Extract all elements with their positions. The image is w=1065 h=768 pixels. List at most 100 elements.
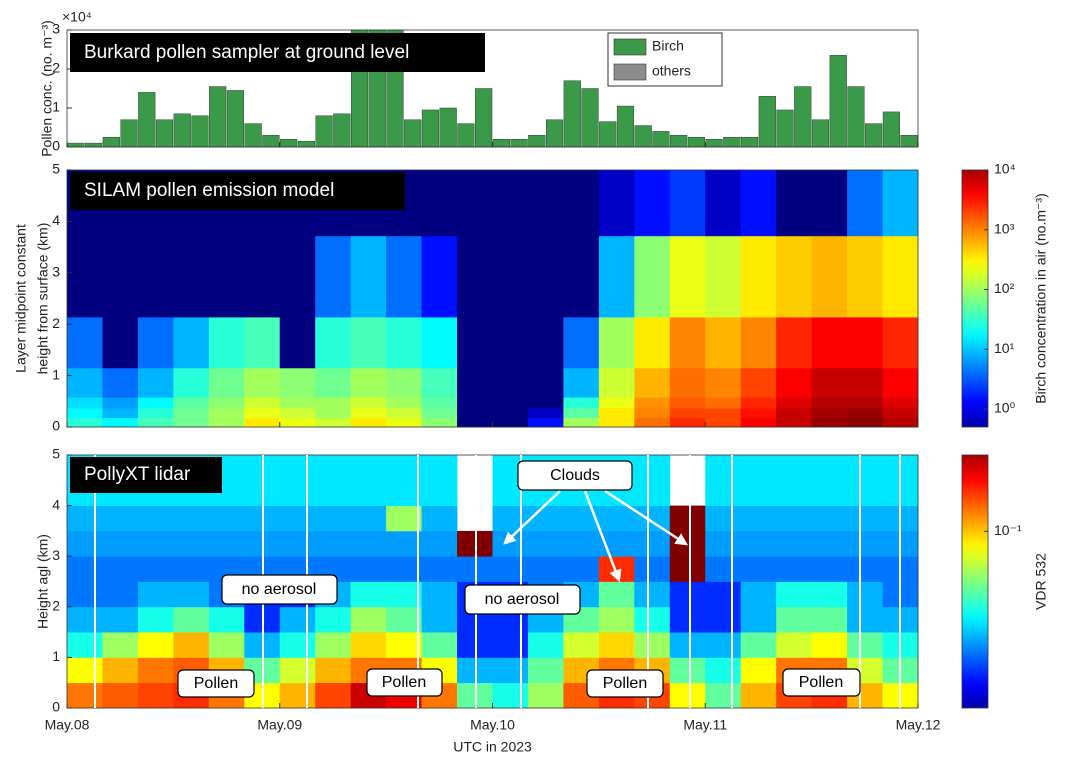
heatmap-cell [705,417,742,428]
heatmap-cell [350,480,387,506]
heatmap-cell [137,367,174,398]
heatmap-cell [102,417,139,428]
heatmap-cell [315,505,352,532]
heatmap-cell [811,417,848,428]
heatmap-cell [137,407,174,419]
heatmap-cell [137,530,174,557]
heatmap-cell [811,397,848,409]
heatmap-cell [492,657,529,684]
heatmap-cell [634,367,671,398]
heatmap-cell [421,317,458,369]
y-axis-label: height from surface (km) [35,223,51,375]
bar [510,138,528,148]
heatmap-cell [492,682,529,709]
heatmap-cell [527,397,564,409]
heatmap-cell [350,556,387,582]
bar [315,115,333,148]
heatmap-cell [350,407,387,419]
y-tick-label: 3 [52,264,60,280]
heatmap-cell [315,632,352,658]
heatmap-cell [137,632,174,658]
heatmap-cell [279,317,316,369]
heatmap-cell [386,417,422,428]
heatmap-cell [563,530,600,557]
heatmap-cell [350,505,387,532]
bar [581,88,599,148]
heatmap-cell [634,397,671,409]
heatmap-cell [634,170,671,237]
heatmap-cell [705,530,742,557]
heatmap-cell [705,407,742,419]
legend-swatch [613,63,647,81]
heatmap-cell [492,417,529,428]
heatmap-cell [279,417,316,428]
heatmap-cell [315,530,352,557]
bar [687,137,705,148]
heatmap-cell [315,606,352,633]
title-box [70,457,222,493]
heatmap-cell [315,480,352,506]
heatmap-cell [740,530,777,557]
heatmap-cell [208,235,245,318]
bar [882,111,900,148]
heatmap-cell [705,480,742,506]
annotation: Pollen [382,674,426,691]
heatmap-cell [244,397,281,409]
heatmap-cell [492,556,529,582]
heatmap-cell [173,317,210,369]
heatmap-cell [421,417,458,428]
legend-swatch [613,38,647,56]
heatmap-cell [421,530,458,557]
heatmap-cell [740,397,777,409]
y-tick-label: 3 [52,21,60,37]
heatmap-cell [421,581,458,608]
heatmap-cell [740,170,777,237]
heatmap-cell [208,530,245,557]
y-tick-label: 3 [52,547,60,563]
heatmap-cell [527,682,564,709]
heatmap-cell [386,632,422,658]
heatmap-cell [315,657,352,684]
heatmap-cell [386,581,422,608]
annotation-box [782,668,861,697]
heatmap-cell [457,407,493,419]
y-tick-label: 4 [52,212,60,228]
y-axis-label: Pollen conc. (no. m⁻³) [39,20,55,157]
panel-title: Burkard pollen sampler at ground level [84,42,409,63]
heatmap-cell [492,170,529,237]
heatmap-cell [527,407,564,419]
heatmap-cell [740,455,777,481]
heatmap-cell [847,505,883,532]
heatmap-cell [315,397,352,409]
heatmap-cell [137,505,174,532]
heatmap-cell [634,632,671,658]
annotation-box [464,584,581,615]
heatmap-cell [350,317,387,369]
heatmap-cell [634,455,671,481]
heatmap-cell [421,480,458,506]
heatmap-cell [492,632,529,658]
heatmap-cell [244,235,281,318]
heatmap-cell [457,235,493,318]
annotation-box [366,668,443,697]
arrow [604,489,689,546]
colorbar-tick-label: 10³ [994,220,1015,236]
y-axis-label: Layer midpoint constant [13,224,29,373]
heatmap-cell [421,606,458,633]
heatmap-cell [811,480,848,506]
heatmap-cell [740,505,777,532]
heatmap-cell [244,407,281,419]
heatmap-cell [563,235,600,318]
heatmap-cell [705,556,742,582]
heatmap-cell [421,367,458,398]
heatmap-cell [669,682,706,709]
heatmap-cell [669,632,706,658]
heatmap-cell [740,407,777,419]
heatmap-cell [563,170,600,237]
y-multiplier: ×10⁴ [62,9,92,25]
bar [900,135,918,148]
heatmap-cell [634,317,671,369]
heatmap-cell [173,606,210,633]
heatmap-cell [598,235,635,318]
